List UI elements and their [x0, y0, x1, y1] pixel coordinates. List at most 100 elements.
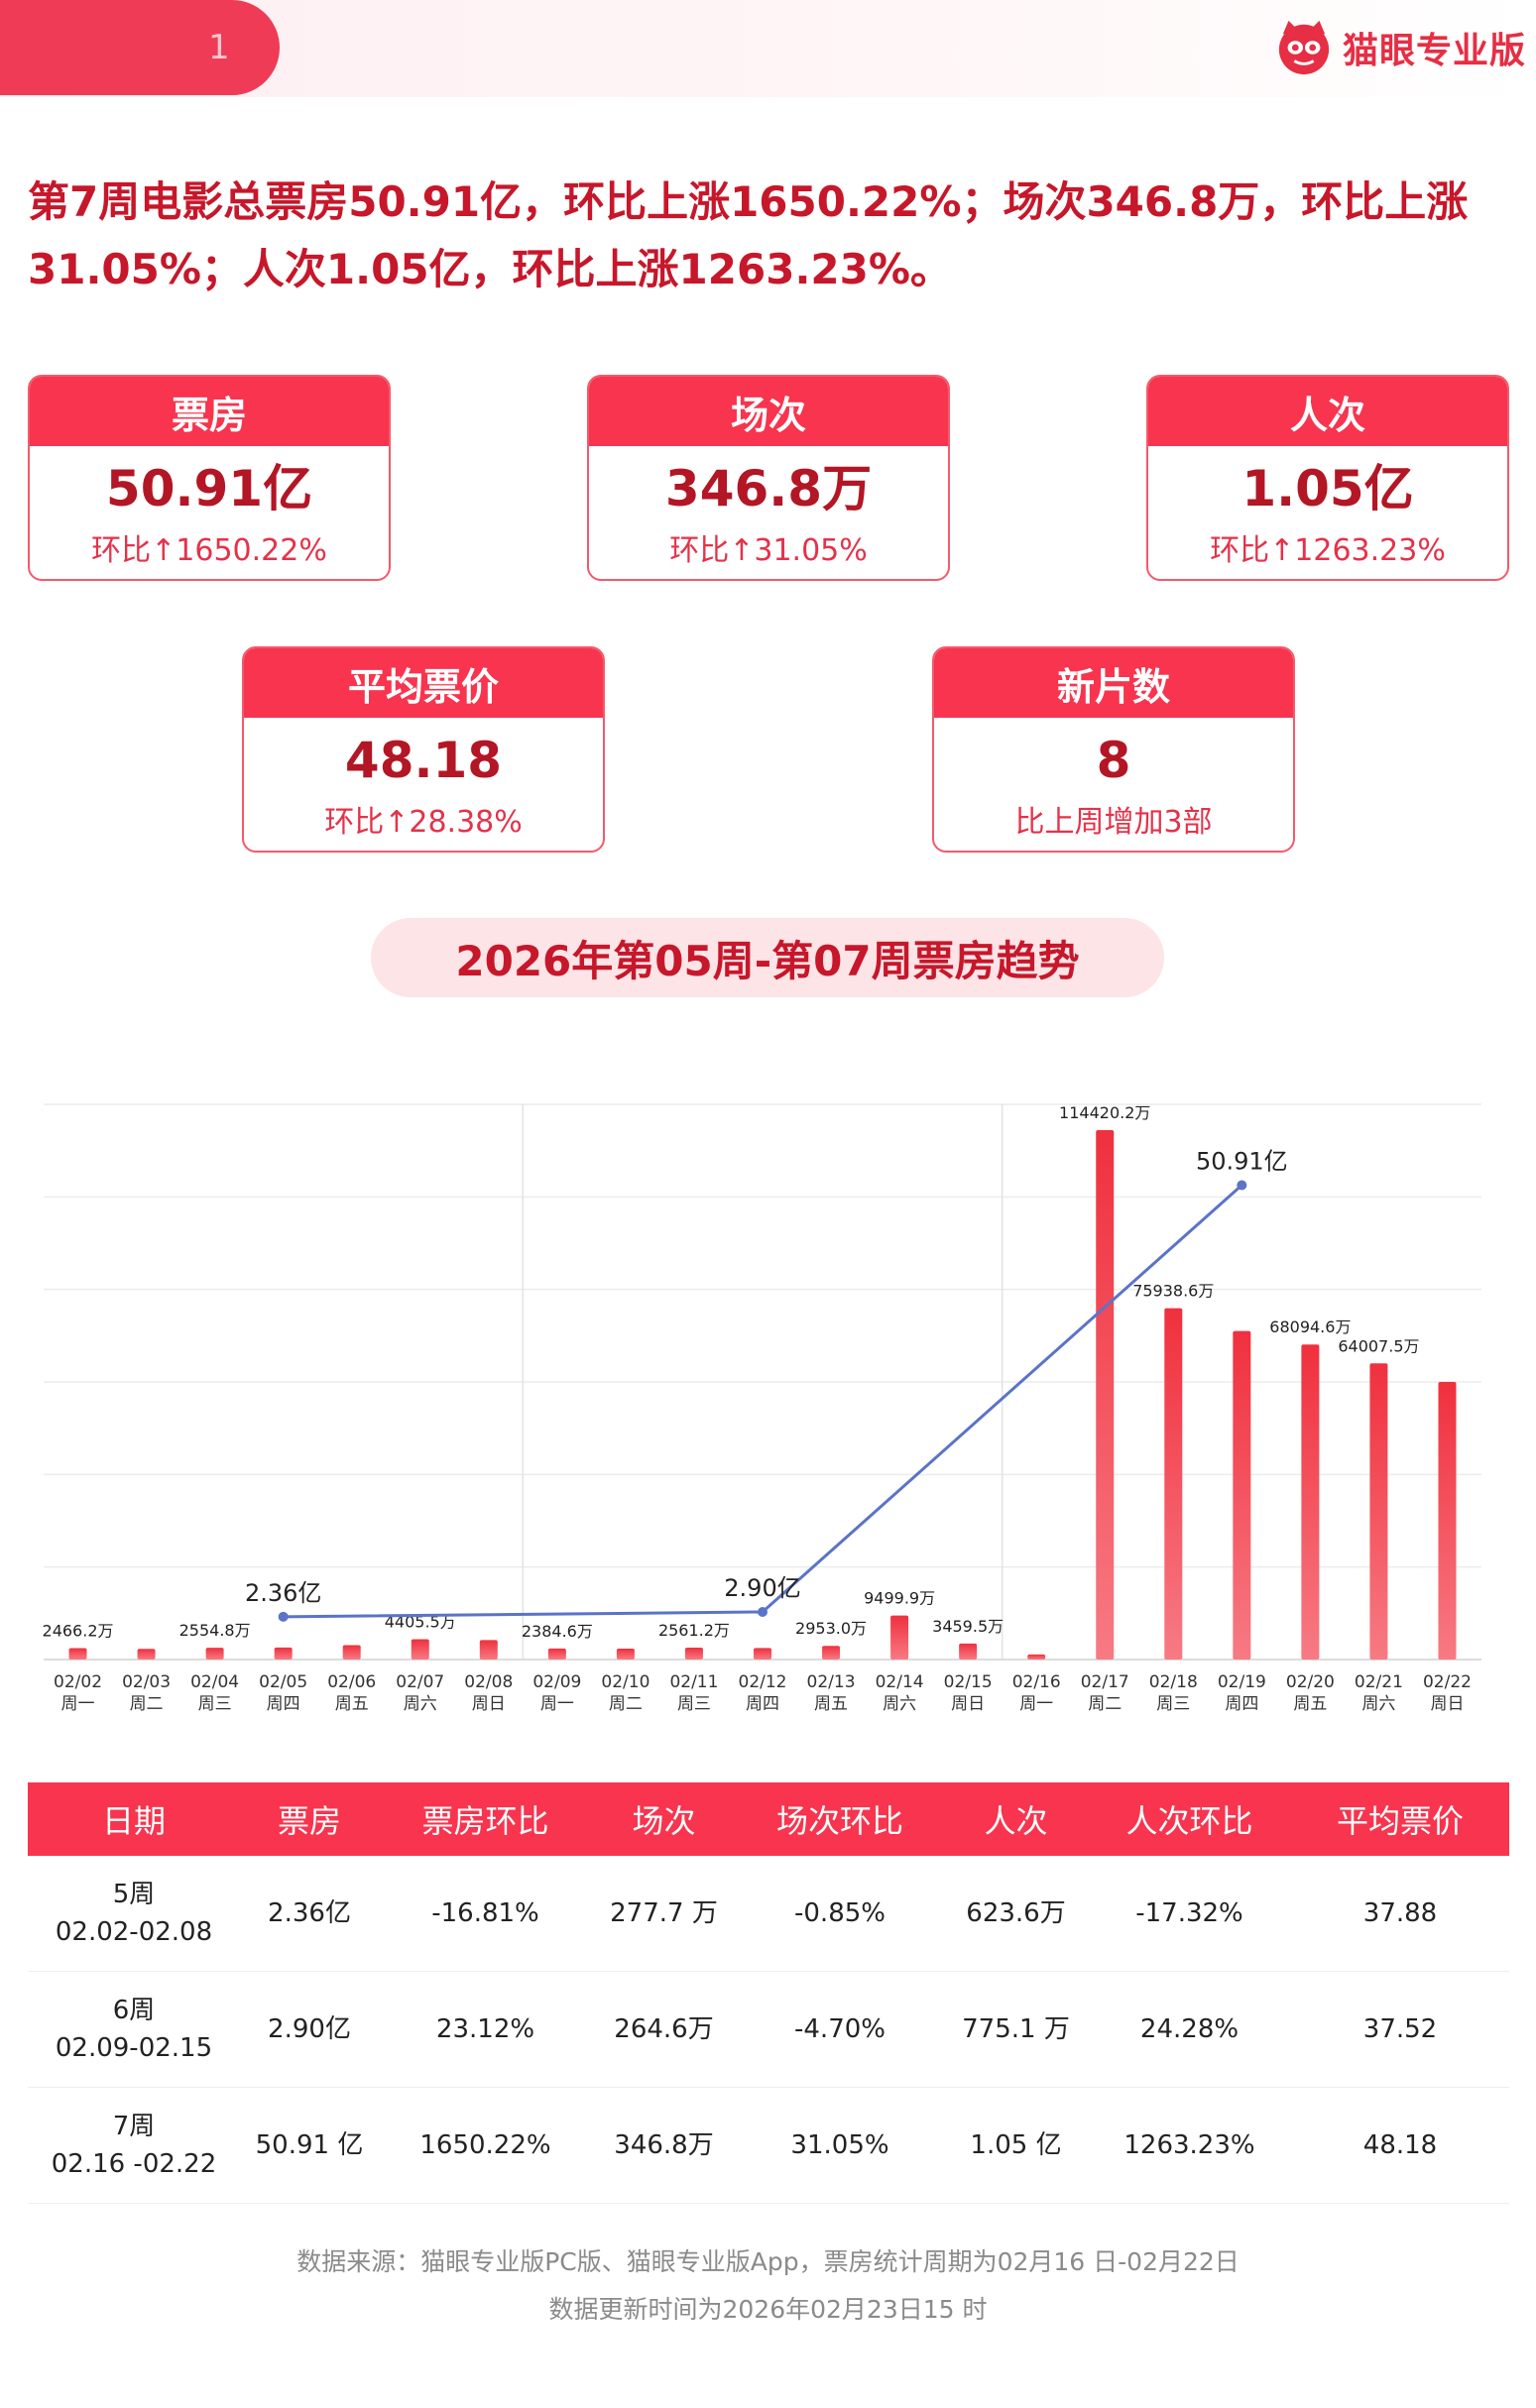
x-tick-weekday: 周日 — [472, 1694, 506, 1714]
x-tick-date: 02/16 — [1012, 1672, 1061, 1692]
card-change: 比上周增加3部 — [1014, 805, 1213, 840]
box-change-cell: 1650.22% — [379, 2087, 592, 2204]
bar — [1164, 1308, 1183, 1660]
x-tick-date: 02/13 — [807, 1672, 856, 1692]
x-tick-weekday: 周五 — [335, 1694, 369, 1714]
weekly-total-point — [278, 1611, 289, 1622]
bar — [754, 1648, 771, 1660]
date-cell: 6周 02.09-02.15 — [28, 1971, 240, 2088]
weekly-total-point — [1237, 1180, 1247, 1191]
card-avg-price: 平均票价 48.18 环比↑28.38% — [242, 646, 605, 853]
card-value: 8 — [1096, 732, 1131, 789]
col-header: 日期 — [28, 1782, 240, 1856]
x-tick-date: 02/06 — [327, 1672, 376, 1692]
card-shows: 场次 346.8万 环比↑31.05% — [587, 375, 950, 581]
bar — [684, 1648, 703, 1660]
x-tick-date: 02/17 — [1081, 1672, 1129, 1692]
x-tick-date: 02/11 — [669, 1672, 718, 1692]
x-tick-date: 02/04 — [190, 1672, 239, 1692]
bar — [1301, 1344, 1320, 1660]
col-header: 平均票价 — [1291, 1782, 1509, 1856]
admissions-cell: 623.6万 — [944, 1856, 1088, 1972]
headline-summary: 第7周电影总票房50.91亿，环比上涨1650.22%；场次346.8万，环比上… — [28, 177, 1469, 293]
box-cell: 2.90亿 — [240, 1971, 379, 2088]
x-tick-weekday: 周六 — [883, 1694, 916, 1714]
admissions-change-cell: -17.32% — [1088, 1856, 1291, 1972]
bar — [479, 1640, 498, 1660]
x-tick-date: 02/15 — [944, 1672, 993, 1692]
bar-value-label: 3459.5万 — [932, 1617, 1004, 1636]
card-title: 票房 — [30, 377, 389, 446]
header-mark: 1 — [208, 28, 230, 67]
chart-section-title: 2026年第05周-第07周票房趋势 — [371, 918, 1164, 997]
x-tick-weekday: 周四 — [1225, 1694, 1258, 1714]
shows-cell: 346.8万 — [592, 2087, 736, 2204]
col-header: 人次 — [944, 1782, 1088, 1856]
shows-cell: 277.7 万 — [592, 1856, 736, 1972]
x-tick-date: 02/10 — [601, 1672, 650, 1692]
shows-cell: 264.6万 — [592, 1971, 736, 2088]
table-row: 6周 02.09-02.15 2.90亿 23.12% 264.6万 -4.70%… — [28, 1971, 1509, 2088]
x-tick-date: 02/18 — [1149, 1672, 1198, 1692]
x-tick-date: 02/19 — [1218, 1672, 1266, 1692]
x-tick-weekday: 周日 — [1430, 1694, 1464, 1714]
card-value: 346.8万 — [664, 460, 873, 517]
bar — [1233, 1330, 1251, 1660]
bar — [1027, 1654, 1046, 1660]
bar — [822, 1646, 841, 1660]
shows-change-cell: -0.85% — [736, 1856, 944, 1972]
card-box-office: 票房 50.91亿 环比↑1650.22% — [28, 375, 391, 581]
bar-value-label: 4405.5万 — [385, 1612, 456, 1631]
bar-value-label: 2561.2万 — [658, 1621, 730, 1640]
x-tick-weekday: 周三 — [677, 1694, 711, 1714]
bar-value-label: 2554.8万 — [179, 1621, 251, 1640]
brand-logo-group: 猫眼专业版 — [1275, 18, 1526, 77]
bar — [1438, 1382, 1457, 1660]
x-tick-date: 02/02 — [54, 1672, 102, 1692]
x-tick-weekday: 周日 — [951, 1694, 985, 1714]
x-tick-date: 02/07 — [396, 1672, 444, 1692]
card-value: 48.18 — [344, 732, 503, 789]
box-cell: 50.91 亿 — [240, 2087, 379, 2204]
bar-value-label: 114420.2万 — [1059, 1103, 1150, 1122]
col-header: 场次 — [592, 1782, 736, 1856]
x-tick-weekday: 周六 — [404, 1694, 437, 1714]
col-header: 场次环比 — [736, 1782, 944, 1856]
date-cell: 5周 02.02-02.08 — [28, 1856, 240, 1972]
avg-price-cell: 37.88 — [1291, 1856, 1509, 1972]
bar-value-label: 68094.6万 — [1269, 1318, 1351, 1336]
col-header: 票房环比 — [379, 1782, 592, 1856]
x-tick-weekday: 周四 — [267, 1694, 300, 1714]
x-tick-date: 02/08 — [464, 1672, 513, 1692]
x-tick-date: 02/20 — [1286, 1672, 1335, 1692]
shows-change-cell: -4.70% — [736, 1971, 944, 2088]
x-tick-weekday: 周一 — [1019, 1694, 1053, 1714]
header-pill: 1 — [0, 0, 280, 95]
x-tick-date: 02/14 — [876, 1672, 924, 1692]
bar — [1096, 1130, 1115, 1660]
week-label: 6周 — [112, 1996, 156, 2025]
x-tick-weekday: 周六 — [1361, 1694, 1395, 1714]
card-title: 场次 — [589, 377, 948, 446]
admissions-cell: 775.1 万 — [944, 1971, 1088, 2088]
date-range: 02.09-02.15 — [55, 2033, 213, 2063]
bar-value-label: 2953.0万 — [795, 1619, 867, 1638]
week-label: 7周 — [112, 2112, 156, 2141]
top-banner: 1 猫眼专业版 — [0, 0, 1536, 97]
x-tick-weekday: 周二 — [130, 1694, 164, 1714]
bar — [890, 1615, 909, 1660]
avg-price-cell: 37.52 — [1291, 1971, 1509, 2088]
box-office-trend-chart: 2466.2万02/02周一02/03周二2554.8万02/04周三02/05… — [43, 1103, 1481, 1714]
bar — [274, 1647, 293, 1660]
data-source-note: 数据来源：猫眼专业版PC版、猫眼专业版App，票房统计周期为02月16 日-02… — [296, 2247, 1240, 2276]
bar-value-label: 2384.6万 — [522, 1622, 593, 1641]
bar — [411, 1639, 429, 1660]
box-cell: 2.36亿 — [240, 1856, 379, 1972]
col-header: 人次环比 — [1088, 1782, 1291, 1856]
week-label: 5周 — [112, 1880, 156, 1909]
card-new-films: 新片数 8 比上周增加3部 — [932, 646, 1295, 853]
x-tick-weekday: 周一 — [61, 1694, 95, 1714]
weekly-summary-table: 日期 票房 票房环比 场次 场次环比 人次 人次环比 平均票价 5周 02.02-… — [28, 1782, 1509, 2204]
bar — [959, 1643, 978, 1660]
x-tick-weekday: 周三 — [1156, 1694, 1190, 1714]
